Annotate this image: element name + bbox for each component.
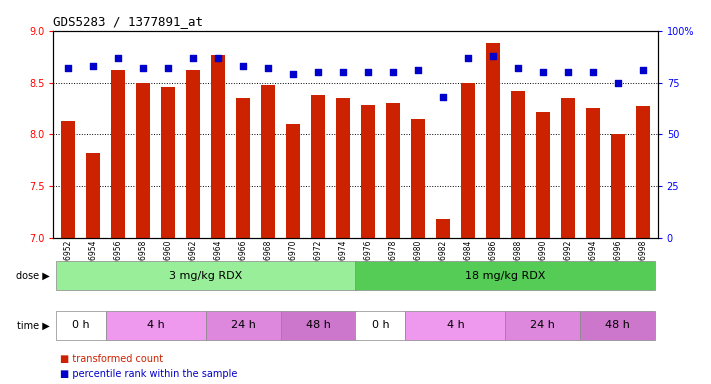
Point: [537, 69, 548, 75]
Point: [562, 69, 574, 75]
Text: 48 h: 48 h: [306, 320, 331, 331]
Bar: [281, 311, 356, 340]
Text: ■ transformed count: ■ transformed count: [60, 354, 164, 364]
Bar: [561, 98, 574, 238]
Text: 0 h: 0 h: [372, 320, 390, 331]
Text: 24 h: 24 h: [230, 320, 255, 331]
Point: [587, 69, 599, 75]
Bar: [56, 261, 356, 290]
Text: 48 h: 48 h: [605, 320, 630, 331]
Point: [237, 63, 249, 69]
Bar: [112, 70, 125, 238]
Point: [163, 65, 174, 71]
Text: GDS5283 / 1377891_at: GDS5283 / 1377891_at: [53, 15, 203, 28]
Text: time ▶: time ▶: [17, 320, 50, 331]
Bar: [636, 106, 650, 238]
Point: [363, 69, 374, 75]
Bar: [205, 311, 281, 340]
Text: 3 mg/kg RDX: 3 mg/kg RDX: [169, 270, 242, 281]
Point: [337, 69, 348, 75]
Bar: [356, 261, 655, 290]
Bar: [356, 311, 405, 340]
Point: [87, 63, 99, 69]
Bar: [311, 95, 325, 238]
Bar: [386, 103, 400, 238]
Bar: [436, 219, 450, 238]
Bar: [161, 87, 175, 238]
Bar: [236, 98, 250, 238]
Point: [262, 65, 274, 71]
Text: 24 h: 24 h: [530, 320, 555, 331]
Bar: [261, 84, 275, 238]
Point: [512, 65, 523, 71]
Bar: [586, 108, 599, 238]
Point: [188, 55, 199, 61]
Point: [137, 65, 149, 71]
Text: 18 mg/kg RDX: 18 mg/kg RDX: [465, 270, 545, 281]
Bar: [336, 98, 350, 238]
Point: [462, 55, 474, 61]
Point: [437, 94, 449, 100]
Point: [412, 67, 424, 73]
Point: [487, 53, 498, 59]
Text: 4 h: 4 h: [147, 320, 164, 331]
Point: [387, 69, 399, 75]
Bar: [56, 311, 106, 340]
Bar: [486, 43, 500, 238]
Bar: [411, 119, 424, 238]
Bar: [536, 112, 550, 238]
Bar: [287, 124, 300, 238]
Bar: [361, 105, 375, 238]
Bar: [506, 311, 580, 340]
Point: [287, 71, 299, 77]
Bar: [580, 311, 655, 340]
Bar: [611, 134, 624, 238]
Point: [213, 55, 224, 61]
Point: [112, 55, 124, 61]
Bar: [61, 121, 75, 238]
Bar: [461, 83, 475, 238]
Bar: [106, 311, 205, 340]
Point: [612, 79, 624, 86]
Text: dose ▶: dose ▶: [16, 270, 50, 281]
Bar: [405, 311, 506, 340]
Text: 0 h: 0 h: [72, 320, 90, 331]
Bar: [87, 153, 100, 238]
Point: [637, 67, 648, 73]
Point: [63, 65, 74, 71]
Bar: [137, 83, 150, 238]
Text: ■ percentile rank within the sample: ■ percentile rank within the sample: [60, 369, 237, 379]
Text: 4 h: 4 h: [447, 320, 464, 331]
Bar: [186, 70, 200, 238]
Bar: [211, 55, 225, 238]
Bar: [511, 91, 525, 238]
Point: [312, 69, 324, 75]
